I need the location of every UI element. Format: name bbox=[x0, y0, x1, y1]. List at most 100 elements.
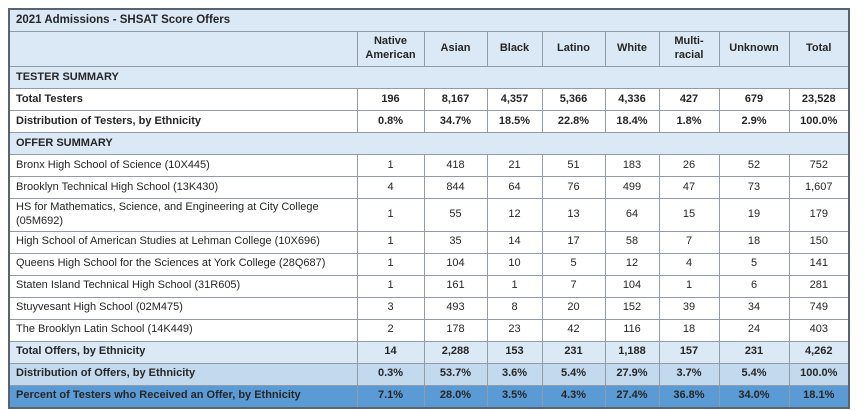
value-cell: 27.4% bbox=[604, 384, 660, 408]
value-cell: 7.1% bbox=[356, 384, 425, 408]
value-cell: 1 bbox=[356, 274, 425, 298]
section-row: OFFER SUMMARY bbox=[8, 132, 850, 155]
column-header-black: Black bbox=[486, 31, 543, 67]
column-header-unknown: Unknown bbox=[718, 31, 790, 67]
value-cell: 39 bbox=[658, 296, 720, 320]
table-row: Stuyvesant High School (02M475) 3 493 8 20 15… bbox=[8, 296, 850, 320]
column-header-latino: Latino bbox=[541, 31, 606, 67]
value-cell: 1 bbox=[356, 230, 425, 254]
table-row: Brooklyn Technical High School (13K430) 4… bbox=[8, 176, 850, 199]
value-cell: 28.0% bbox=[423, 384, 488, 408]
value-cell: 7 bbox=[541, 274, 606, 298]
value-cell: 23 bbox=[486, 318, 543, 342]
value-cell: 20 bbox=[541, 296, 606, 320]
row-label: The Brooklyn Latin School (14K449) bbox=[8, 318, 358, 342]
table-row: Total Testers 196 8,167 4,357 5,366 4,336 427 6… bbox=[8, 88, 850, 111]
value-cell: 5,366 bbox=[541, 88, 606, 111]
row-label: Distribution of Offers, by Ethnicity bbox=[8, 362, 358, 386]
shsat-offers-table: 2021 Admissions - SHSAT Score Offers Nat… bbox=[8, 8, 851, 409]
value-cell: 7 bbox=[658, 230, 720, 254]
value-cell: 12 bbox=[486, 198, 543, 232]
value-cell: 427 bbox=[658, 88, 720, 111]
value-cell: 18 bbox=[718, 230, 790, 254]
value-cell: 1 bbox=[486, 274, 543, 298]
value-cell: 752 bbox=[788, 154, 850, 177]
value-cell: 231 bbox=[718, 340, 790, 364]
value-cell: 4 bbox=[658, 252, 720, 276]
section-label: TESTER SUMMARY bbox=[8, 66, 850, 89]
value-cell: 403 bbox=[788, 318, 850, 342]
table-row: High School of American Studies at Lehma… bbox=[8, 230, 850, 254]
value-cell: 1 bbox=[658, 274, 720, 298]
value-cell: 0.3% bbox=[356, 362, 425, 386]
column-header-white: White bbox=[604, 31, 660, 67]
value-cell: 844 bbox=[423, 176, 488, 199]
value-cell: 47 bbox=[658, 176, 720, 199]
value-cell: 42 bbox=[541, 318, 606, 342]
value-cell: 52 bbox=[718, 154, 790, 177]
value-cell: 34 bbox=[718, 296, 790, 320]
corner-cell bbox=[8, 31, 358, 67]
value-cell: 34.0% bbox=[718, 384, 790, 408]
table-row: Distribution of Testers, by Ethnicity 0.8… bbox=[8, 110, 850, 133]
value-cell: 24 bbox=[718, 318, 790, 342]
value-cell: 179 bbox=[788, 198, 850, 232]
value-cell: 2,288 bbox=[423, 340, 488, 364]
value-cell: 3.7% bbox=[658, 362, 720, 386]
value-cell: 14 bbox=[486, 230, 543, 254]
value-cell: 76 bbox=[541, 176, 606, 199]
value-cell: 104 bbox=[604, 274, 660, 298]
row-label: Queens High School for the Sciences at Y… bbox=[8, 252, 358, 276]
column-header-native-american: Native American bbox=[356, 31, 425, 67]
value-cell: 1 bbox=[356, 252, 425, 276]
value-cell: 36.8% bbox=[658, 384, 720, 408]
value-cell: 418 bbox=[423, 154, 488, 177]
value-cell: 183 bbox=[604, 154, 660, 177]
section-row: TESTER SUMMARY bbox=[8, 66, 850, 89]
value-cell: 5 bbox=[541, 252, 606, 276]
value-cell: 1,188 bbox=[604, 340, 660, 364]
table-row: Bronx High School of Science (10X445) 1 41… bbox=[8, 154, 850, 177]
value-cell: 152 bbox=[604, 296, 660, 320]
value-cell: 26 bbox=[658, 154, 720, 177]
table-row: Staten Island Technical High School (31R… bbox=[8, 274, 850, 298]
value-cell: 22.8% bbox=[541, 110, 606, 133]
value-cell: 58 bbox=[604, 230, 660, 254]
row-label: High School of American Studies at Lehma… bbox=[8, 230, 358, 254]
row-label: Total Testers bbox=[8, 88, 358, 111]
value-cell: 17 bbox=[541, 230, 606, 254]
row-label: Bronx High School of Science (10X445) bbox=[8, 154, 358, 177]
value-cell: 493 bbox=[423, 296, 488, 320]
value-cell: 12 bbox=[604, 252, 660, 276]
column-header-asian: Asian bbox=[423, 31, 488, 67]
value-cell: 4,357 bbox=[486, 88, 543, 111]
value-cell: 21 bbox=[486, 154, 543, 177]
value-cell: 231 bbox=[541, 340, 606, 364]
value-cell: 55 bbox=[423, 198, 488, 232]
value-cell: 23,528 bbox=[788, 88, 850, 111]
row-label: HS for Mathematics, Science, and Enginee… bbox=[8, 198, 358, 232]
value-cell: 1.8% bbox=[658, 110, 720, 133]
row-label: Stuyvesant High School (02M475) bbox=[8, 296, 358, 320]
column-header-row: Native American Asian Black Latino White Mult… bbox=[8, 31, 850, 67]
value-cell: 196 bbox=[356, 88, 425, 111]
column-header-multi-racial: Multi-racial bbox=[658, 31, 720, 67]
value-cell: 0.8% bbox=[356, 110, 425, 133]
value-cell: 153 bbox=[486, 340, 543, 364]
value-cell: 161 bbox=[423, 274, 488, 298]
value-cell: 1,607 bbox=[788, 176, 850, 199]
value-cell: 35 bbox=[423, 230, 488, 254]
value-cell: 18.5% bbox=[486, 110, 543, 133]
value-cell: 4,336 bbox=[604, 88, 660, 111]
value-cell: 116 bbox=[604, 318, 660, 342]
value-cell: 2.9% bbox=[718, 110, 790, 133]
value-cell: 19 bbox=[718, 198, 790, 232]
value-cell: 5 bbox=[718, 252, 790, 276]
table-row: Queens High School for the Sciences at Y… bbox=[8, 252, 850, 276]
value-cell: 13 bbox=[541, 198, 606, 232]
value-cell: 10 bbox=[486, 252, 543, 276]
value-cell: 4 bbox=[356, 176, 425, 199]
value-cell: 104 bbox=[423, 252, 488, 276]
value-cell: 281 bbox=[788, 274, 850, 298]
table-row: The Brooklyn Latin School (14K449) 2 178 23… bbox=[8, 318, 850, 342]
